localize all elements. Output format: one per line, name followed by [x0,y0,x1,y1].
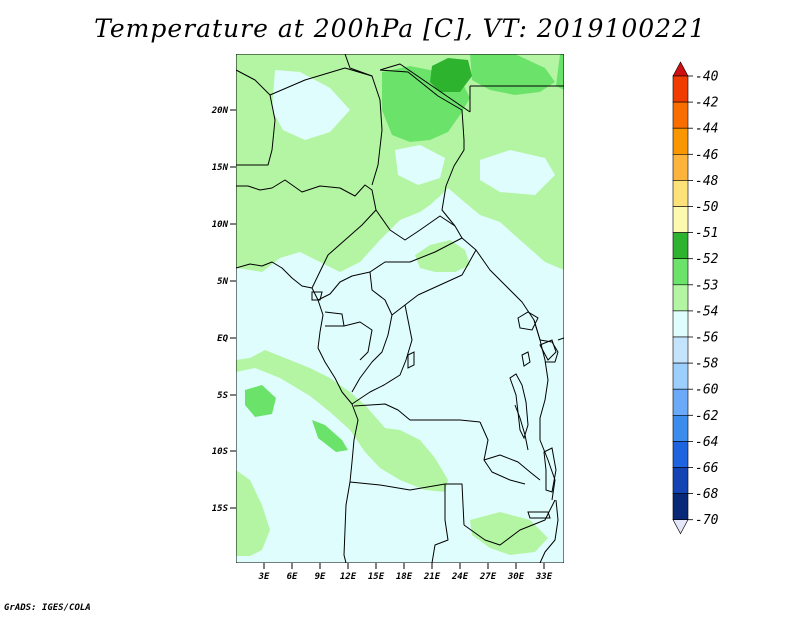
lat-label: EQ [217,334,228,344]
colorbar-box [672,441,689,468]
lon-label: 18E [396,572,413,582]
colorbar-label: -64 [695,435,718,450]
lon-label: 24E [451,572,469,582]
colorbar-box [672,414,689,442]
colorbar-label: -48 [695,174,719,189]
colorbar-label: -53 [695,278,718,293]
axis-ticks [230,109,545,569]
lon-label: 6E [287,572,298,582]
colorbar-label: -42 [695,96,719,111]
colorbar-box [672,336,689,364]
lat-label: 15S [212,504,229,514]
lon-label: 15E [368,572,385,582]
lake-outlines [311,291,557,519]
colorbar-box [672,362,689,390]
colorbar-label: -54 [695,304,718,319]
map-area [236,54,564,563]
lat-label: 15N [212,163,229,173]
colorbar-box [672,75,689,103]
chart-title: Temperature at 200hPa [C], VT: 201910022… [94,14,706,43]
colorbar-label: -51 [695,226,718,241]
colorbar-label: -40 [695,70,719,85]
colorbar-box [672,180,689,207]
colorbar-box [672,154,689,181]
colorbar-label: -70 [695,513,719,528]
colorbar-label: -44 [695,122,718,137]
colorbar-box [672,493,689,521]
colorbar-label: -60 [695,383,719,398]
colorbar-box [672,258,689,286]
colorbar-box [672,127,689,155]
colorbar-label: -66 [695,461,719,476]
colorbar-label: -50 [695,200,719,215]
colorbar-label: -58 [695,357,719,372]
longitude-labels: 3E 6E 9E 12E 15E 18E 21E 24E 27E 30E 33E [258,572,553,582]
colorbar-label: -52 [695,252,719,267]
colorbar-box [672,467,689,494]
lon-label: 9E [315,572,326,582]
lat-label: 5N [217,277,228,287]
colorbar-box [672,101,689,129]
lon-label: 21E [423,572,441,582]
lat-label: 5S [217,391,228,401]
colorbar-label: -56 [695,331,719,346]
colorbar-label: -46 [695,148,719,163]
colorbar-box [672,206,689,233]
lat-label: 10S [212,447,229,457]
colorbar-top-triangle [672,61,689,77]
colorbar-bottom-triangle [672,519,689,535]
colorbar-box [672,388,689,416]
lat-label: 20N [211,106,229,116]
lon-label: 12E [340,572,357,582]
lat-label: 10N [212,220,229,230]
lon-label: 27E [479,572,497,582]
colorbar-box [672,232,689,260]
lon-label: 33E [535,572,553,582]
temperature-field-streaks [272,70,555,195]
temperature-field-minus51 [430,58,472,92]
lon-label: 3E [258,572,270,582]
colorbar-label: -62 [695,409,719,424]
lon-label: 30E [507,572,525,582]
colorbar-box [672,284,689,312]
colorbar-box [672,310,689,338]
colorbar-label: -68 [695,487,719,502]
colorbar: -40 -42 -44 -46 -48 -50 -51 -52 -53 -54 -56 -58 -60 -… [672,61,719,535]
grads-credit: GrADS: IGES/COLA [4,603,91,613]
latitude-labels: 20N 15N 10N 5N EQ 5S 10S 15S [211,106,229,514]
